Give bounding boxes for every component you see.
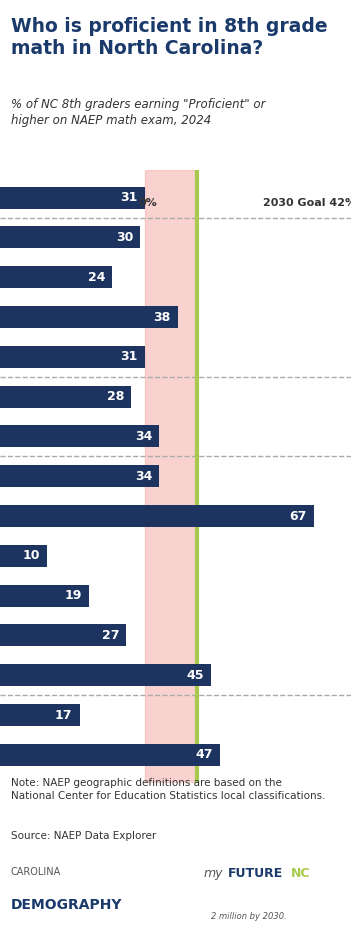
Text: Who is proficient in 8th grade
math in North Carolina?: Who is proficient in 8th grade math in N… xyxy=(11,17,327,58)
Text: NC: NC xyxy=(291,867,311,880)
Text: DEMOGRAPHY: DEMOGRAPHY xyxy=(11,898,122,912)
Text: my: my xyxy=(204,867,223,880)
Text: % of NC 8th graders earning "Proficient" or
higher on NAEP math exam, 2024: % of NC 8th graders earning "Proficient"… xyxy=(11,97,265,126)
Bar xyxy=(0,425,159,447)
Text: 10: 10 xyxy=(22,550,40,562)
Bar xyxy=(0,465,159,488)
Text: 2 million by 2030.: 2 million by 2030. xyxy=(211,912,286,920)
Text: CAROLINA: CAROLINA xyxy=(11,867,61,877)
Text: 0%: 0% xyxy=(138,198,157,207)
Text: 47: 47 xyxy=(196,749,213,761)
Bar xyxy=(0,306,178,328)
Bar xyxy=(0,744,220,766)
Text: 67: 67 xyxy=(289,509,306,522)
Text: 2030 Goal 42%: 2030 Goal 42% xyxy=(263,198,351,207)
Bar xyxy=(0,585,89,606)
Text: 27: 27 xyxy=(102,629,119,642)
Text: 34: 34 xyxy=(135,430,152,443)
Bar xyxy=(0,545,47,567)
Text: 38: 38 xyxy=(154,310,171,323)
Bar xyxy=(0,346,145,368)
Text: 31: 31 xyxy=(121,191,138,204)
Bar xyxy=(0,664,211,687)
Bar xyxy=(0,505,313,527)
Text: FUTURE: FUTURE xyxy=(228,867,283,880)
Text: 19: 19 xyxy=(65,589,82,603)
Bar xyxy=(0,624,126,646)
Bar xyxy=(0,226,140,248)
Text: 34: 34 xyxy=(135,470,152,483)
Bar xyxy=(0,266,112,289)
Text: 17: 17 xyxy=(55,708,73,721)
Bar xyxy=(0,704,80,726)
Text: 31: 31 xyxy=(121,350,138,363)
Text: Source: NAEP Data Explorer: Source: NAEP Data Explorer xyxy=(11,831,156,841)
Bar xyxy=(0,386,131,407)
Text: 28: 28 xyxy=(107,390,124,403)
Text: 24: 24 xyxy=(88,271,105,284)
Bar xyxy=(0,187,145,208)
Text: Note: NAEP geographic definitions are based on the
National Center for Education: Note: NAEP geographic definitions are ba… xyxy=(11,778,325,802)
Text: 30: 30 xyxy=(116,231,133,244)
Bar xyxy=(145,170,197,783)
Text: 45: 45 xyxy=(186,669,204,682)
